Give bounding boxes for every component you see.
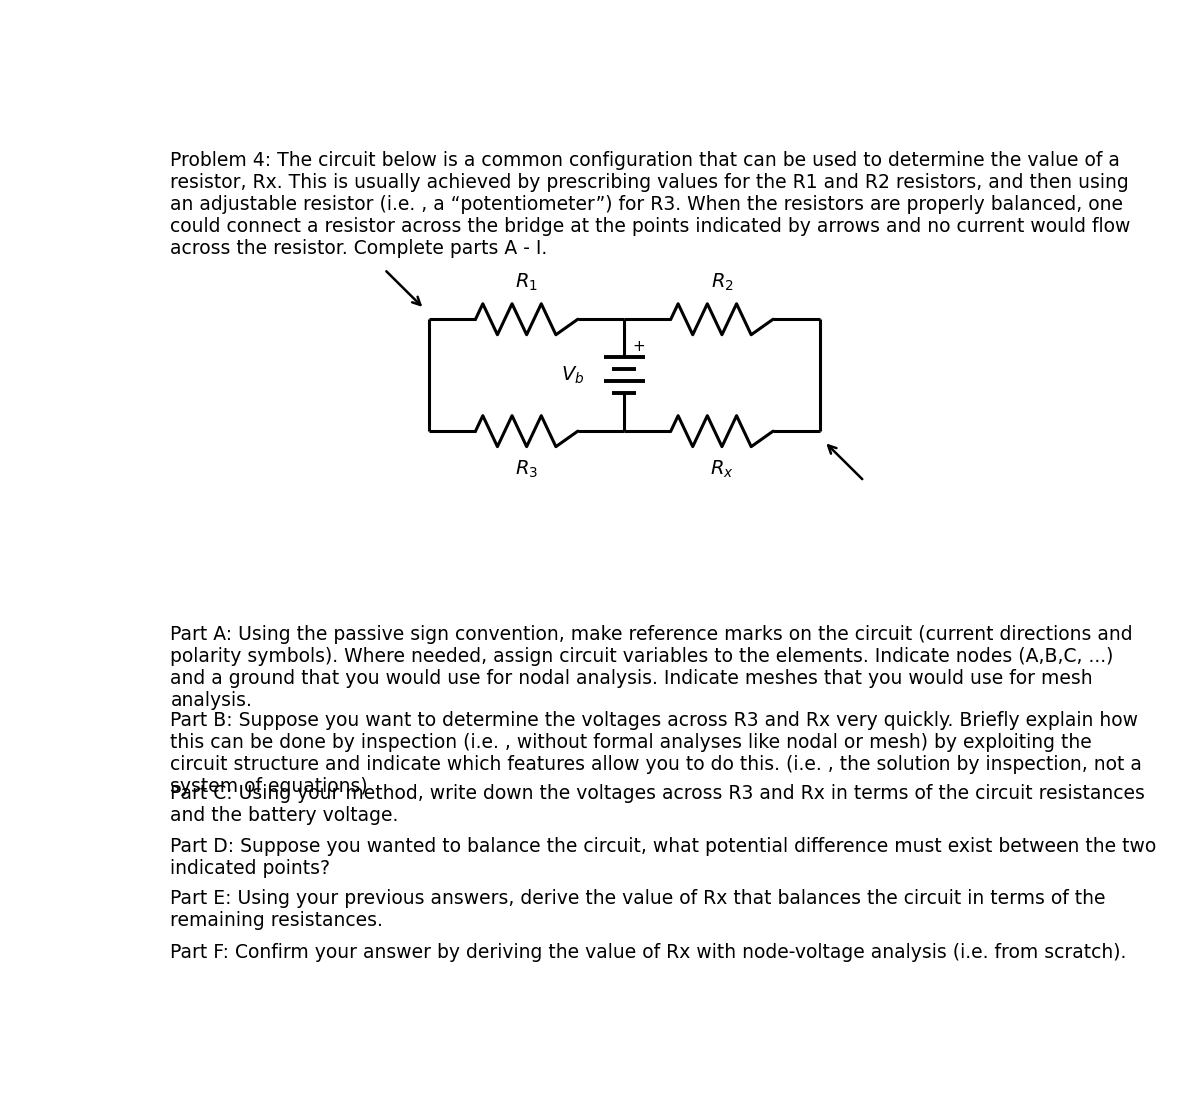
Text: Problem 4: The circuit below is a common configuration that can be used to deter: Problem 4: The circuit below is a common… bbox=[170, 151, 1130, 258]
Text: $R_3$: $R_3$ bbox=[515, 458, 538, 480]
Text: Part E: Using your previous answers, derive the value of Rx that balances the ci: Part E: Using your previous answers, der… bbox=[170, 889, 1106, 930]
Text: +: + bbox=[632, 339, 646, 354]
Text: $V_b$: $V_b$ bbox=[562, 364, 584, 386]
Text: Part D: Suppose you wanted to balance the circuit, what potential difference mus: Part D: Suppose you wanted to balance th… bbox=[170, 837, 1157, 879]
Text: Part C: Using your method, write down the voltages across R3 and Rx in terms of : Part C: Using your method, write down th… bbox=[170, 784, 1145, 825]
Text: Part F: Confirm your answer by deriving the value of Rx with node-voltage analys: Part F: Confirm your answer by deriving … bbox=[170, 944, 1127, 963]
Text: $R_1$: $R_1$ bbox=[515, 272, 538, 293]
Text: $R_x$: $R_x$ bbox=[710, 458, 734, 480]
Text: $R_2$: $R_2$ bbox=[710, 272, 733, 293]
Text: Part B: Suppose you want to determine the voltages across R3 and Rx very quickly: Part B: Suppose you want to determine th… bbox=[170, 711, 1142, 796]
Text: Part A: Using the passive sign convention, make reference marks on the circuit (: Part A: Using the passive sign conventio… bbox=[170, 625, 1133, 710]
